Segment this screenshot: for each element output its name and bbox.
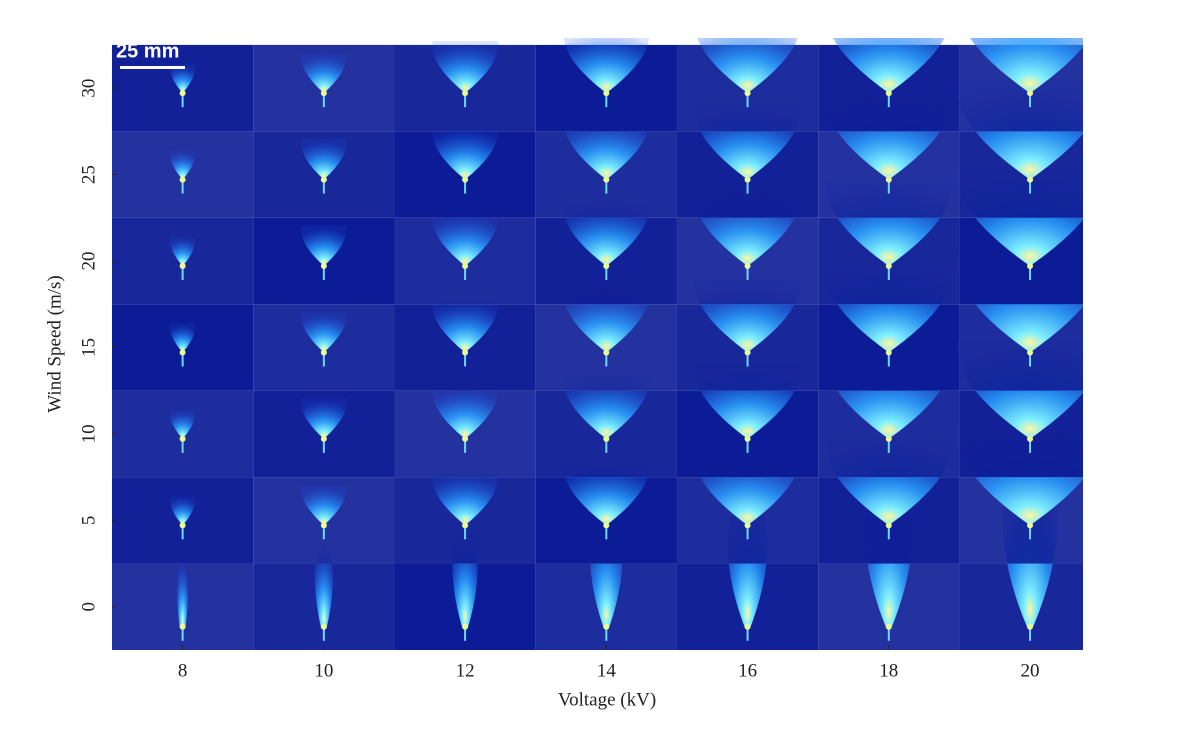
spray-plume bbox=[301, 225, 347, 267]
tip bbox=[462, 263, 469, 270]
tip bbox=[885, 623, 892, 630]
tip bbox=[462, 623, 469, 630]
spray-plume bbox=[432, 127, 498, 180]
spray-plume bbox=[563, 202, 650, 267]
tip bbox=[1027, 435, 1034, 442]
spray-plume bbox=[563, 288, 650, 353]
spray-plume bbox=[697, 38, 798, 94]
tip bbox=[320, 522, 327, 529]
tip bbox=[603, 263, 610, 270]
spray-plume bbox=[563, 38, 649, 94]
tip bbox=[462, 522, 469, 529]
tip bbox=[320, 435, 327, 442]
tip bbox=[885, 176, 892, 183]
tip bbox=[744, 90, 751, 97]
y-tick-label: 0 bbox=[78, 602, 99, 612]
spray-plume bbox=[301, 312, 347, 353]
x-tick-label: 12 bbox=[456, 660, 475, 681]
tip bbox=[462, 349, 469, 356]
tip bbox=[603, 90, 610, 97]
spray-plume bbox=[432, 300, 498, 353]
spray-plume bbox=[169, 150, 196, 180]
tip bbox=[1027, 522, 1034, 529]
y-tick-label: 30 bbox=[78, 79, 99, 98]
tip bbox=[1027, 349, 1034, 356]
spray-plume bbox=[314, 544, 333, 627]
scale-bar bbox=[120, 66, 185, 69]
tip bbox=[320, 176, 327, 183]
tip bbox=[603, 176, 610, 183]
tip bbox=[744, 435, 751, 442]
spray-plume bbox=[432, 214, 498, 267]
y-tick-label: 10 bbox=[78, 424, 99, 443]
spray-plume bbox=[177, 562, 188, 627]
y-tick-label: 25 bbox=[78, 165, 99, 184]
tip bbox=[320, 349, 327, 356]
tip bbox=[179, 435, 186, 442]
spray-plume bbox=[970, 38, 1083, 94]
spray-plume bbox=[169, 64, 196, 94]
tip bbox=[603, 349, 610, 356]
tip bbox=[744, 522, 751, 529]
tip bbox=[885, 90, 892, 97]
tip bbox=[744, 263, 751, 270]
spray-plume bbox=[169, 410, 196, 439]
tip bbox=[1027, 263, 1034, 270]
scale-bar-label: 25 mm bbox=[116, 40, 179, 62]
x-tick-label: 16 bbox=[738, 660, 757, 681]
spray-plume bbox=[563, 115, 650, 180]
x-axis-label: Voltage (kV) bbox=[558, 689, 656, 710]
spray-plume bbox=[169, 237, 196, 267]
tip bbox=[885, 263, 892, 270]
x-tick-label: 18 bbox=[879, 660, 898, 681]
tip bbox=[179, 263, 186, 270]
tip bbox=[885, 435, 892, 442]
tip bbox=[179, 90, 186, 97]
tip bbox=[462, 90, 469, 97]
x-tick-label: 8 bbox=[178, 660, 188, 681]
tip bbox=[1027, 623, 1034, 630]
spray-plume bbox=[301, 139, 347, 180]
tip bbox=[603, 623, 610, 630]
spray-plume bbox=[301, 485, 347, 526]
tip bbox=[885, 349, 892, 356]
spray-plume bbox=[169, 496, 196, 526]
y-tick-label: 5 bbox=[78, 516, 99, 526]
image-grid bbox=[112, 38, 1083, 650]
tip bbox=[462, 435, 469, 442]
spray-plume bbox=[563, 375, 650, 439]
tip bbox=[320, 623, 327, 630]
tip bbox=[179, 522, 186, 529]
spray-plume bbox=[563, 461, 650, 526]
spray-plume bbox=[432, 386, 498, 439]
tip bbox=[1027, 90, 1034, 97]
tip bbox=[462, 176, 469, 183]
tip bbox=[744, 623, 751, 630]
spray-plume bbox=[301, 398, 347, 439]
tip bbox=[603, 522, 610, 529]
spray-plume bbox=[432, 473, 498, 526]
spray-plume bbox=[301, 52, 347, 94]
tip bbox=[744, 349, 751, 356]
tip bbox=[320, 263, 327, 270]
tip bbox=[179, 349, 186, 356]
tip bbox=[320, 90, 327, 97]
y-tick-label: 15 bbox=[78, 338, 99, 357]
tip bbox=[744, 176, 751, 183]
spray-plume bbox=[432, 41, 498, 94]
spray-plume bbox=[169, 323, 196, 353]
tip bbox=[885, 522, 892, 529]
y-axis-label: Wind Speed (m/s) bbox=[44, 275, 65, 413]
tip bbox=[1027, 176, 1034, 183]
spray-plume bbox=[833, 38, 945, 94]
x-tick-label: 20 bbox=[1021, 660, 1040, 681]
tip bbox=[603, 435, 610, 442]
x-tick-label: 10 bbox=[314, 660, 333, 681]
y-tick-label: 20 bbox=[78, 252, 99, 271]
tip bbox=[179, 176, 186, 183]
x-tick-label: 14 bbox=[597, 660, 617, 681]
tip bbox=[179, 623, 186, 630]
